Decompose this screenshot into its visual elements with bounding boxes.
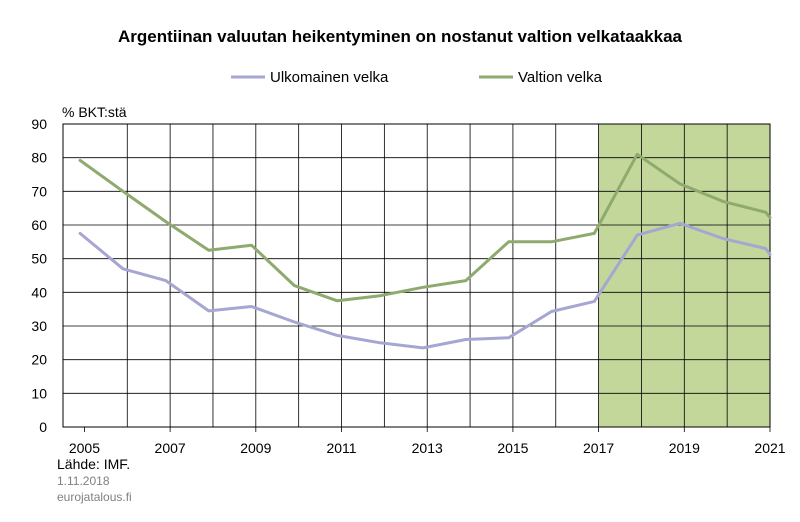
y-tick-label-40: 40: [31, 284, 47, 300]
y-tick-label-20: 20: [31, 352, 47, 368]
series-line-ulkomainen-velka: [78, 221, 772, 350]
publish-date: 1.11.2018: [57, 474, 110, 488]
x-tick-label-2017: 2017: [583, 440, 614, 456]
source-note: Lähde: IMF.: [57, 456, 131, 472]
series-line-valtion-velka: [78, 152, 772, 303]
x-tick-label-2021: 2021: [754, 440, 785, 456]
site-name: eurojatalous.fi: [57, 490, 132, 504]
plot-area: 0 10 20 30 40 50 60 70 80 90 2005 2007 2009 2011 2013 2…: [31, 116, 785, 456]
y-tick-label-70: 70: [31, 183, 47, 199]
y-tick-label-90: 90: [31, 116, 47, 132]
y-tick-label-10: 10: [31, 385, 47, 401]
x-tick-label-2015: 2015: [497, 440, 528, 456]
x-tick-label-2013: 2013: [412, 440, 443, 456]
plot-frame: [62, 123, 771, 428]
chart-title: Argentiinan valuutan heikentyminen on no…: [118, 27, 683, 46]
y-axis-unit: % BKT:stä: [62, 104, 127, 120]
x-tick-label-2011: 2011: [326, 440, 356, 456]
legend-label-valtion-velka: Valtion velka: [518, 69, 603, 86]
x-tick-label-2019: 2019: [669, 440, 700, 456]
x-tick-label-2005: 2005: [69, 440, 100, 456]
x-tick-label-2007: 2007: [155, 440, 186, 456]
legend-label-ulkomainen-velka: Ulkomainen velka: [270, 69, 389, 86]
y-tick-label-60: 60: [31, 217, 47, 233]
x-tick-label-2009: 2009: [240, 440, 271, 456]
y-tick-label-80: 80: [31, 150, 47, 166]
legend: Ulkomainen velka Valtion velka: [231, 69, 603, 86]
y-tick-label-30: 30: [31, 318, 47, 334]
y-tick-label-0: 0: [39, 419, 47, 435]
y-tick-label-50: 50: [31, 251, 47, 267]
